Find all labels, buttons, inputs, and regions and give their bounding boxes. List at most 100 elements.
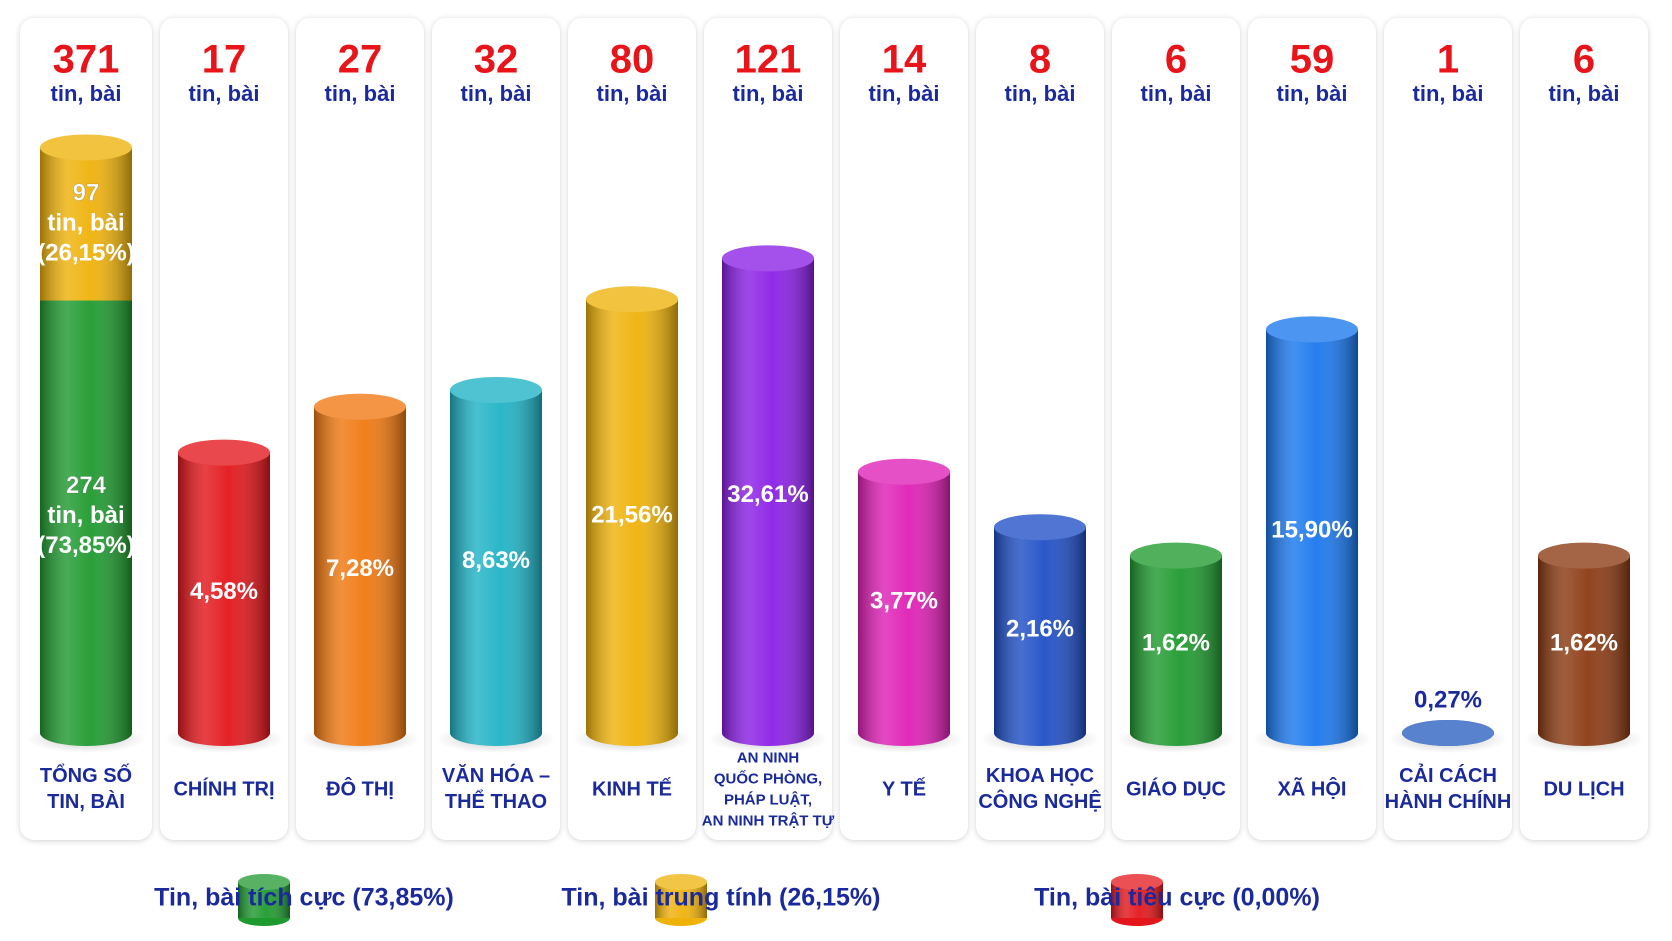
swatch-part	[1111, 874, 1163, 890]
cylinder-part	[858, 458, 950, 485]
cylinder-part	[1266, 329, 1358, 733]
legend-swatch	[1111, 874, 1163, 926]
cylinder-part	[40, 134, 132, 161]
category-label: GIÁO DỤC	[1126, 777, 1226, 800]
share-label: 15,90%	[1271, 517, 1352, 544]
count: 6	[1573, 38, 1595, 82]
category-label: ĐÔ THỊ	[326, 776, 394, 800]
legend-label: Tin, bài trung tính (26,15%)	[561, 884, 880, 912]
swatch-part	[655, 874, 707, 890]
share-label: 32,61%	[727, 481, 808, 508]
cylinder-part	[1538, 542, 1630, 569]
count: 8	[1029, 38, 1051, 82]
swatch-part	[238, 874, 290, 890]
count: 371	[53, 38, 120, 82]
share-label: 21,56%	[591, 501, 672, 528]
cylinder-part	[1402, 720, 1494, 746]
share-label: 3,77%	[870, 588, 938, 615]
cylinder	[586, 286, 678, 746]
count: 17	[202, 38, 247, 82]
swatch-part	[655, 874, 707, 890]
share-label: 7,28%	[326, 555, 394, 582]
unit: tin, bài	[1413, 81, 1484, 106]
cylinder-part	[722, 258, 814, 733]
count: 59	[1290, 38, 1335, 82]
cylinder-part	[40, 134, 132, 161]
share-label: 1,62%	[1550, 630, 1618, 657]
cylinder-part	[1130, 555, 1222, 733]
count: 6	[1165, 38, 1187, 82]
cylinder-part	[1538, 555, 1630, 733]
legend-swatch	[655, 874, 707, 926]
cylinder-part	[450, 376, 542, 403]
share-label: 4,58%	[190, 578, 258, 605]
category-label: DU LỊCH	[1543, 778, 1624, 800]
count: 80	[610, 38, 655, 82]
category-label: Y TẾ	[882, 777, 926, 800]
segment-unit: tin, bài	[47, 209, 124, 236]
category-label: VĂN HÓA – THỂ THAO	[442, 763, 550, 813]
cylinder-part	[314, 393, 406, 420]
category-label: CẢI CÁCH HÀNH CHÍNH	[1385, 764, 1512, 813]
cylinder-part	[1538, 542, 1630, 569]
cylinder-part	[858, 471, 950, 733]
count: 1	[1437, 38, 1459, 82]
cylinder	[1130, 542, 1222, 746]
segment-value: 274	[66, 472, 107, 499]
cylinder	[450, 376, 542, 746]
cylinder-part	[858, 458, 950, 485]
cylinder	[858, 458, 950, 746]
count: 14	[882, 38, 927, 82]
count: 121	[735, 38, 802, 82]
cylinder-part	[178, 452, 270, 733]
cylinder	[314, 393, 406, 746]
cylinder-part	[994, 514, 1086, 541]
legend-label: Tin, bài tiêu cực (0,00%)	[1034, 884, 1320, 912]
share-label: 0,27%	[1414, 686, 1482, 713]
cylinder-part	[722, 245, 814, 272]
swatch-part	[1111, 874, 1163, 890]
category-label: KHOA HỌC CÔNG NGHỆ	[978, 765, 1101, 813]
legend-label: Tin, bài tích cực (73,85%)	[154, 884, 454, 912]
swatch-part	[238, 874, 290, 890]
category-label: KINH TẾ	[592, 777, 672, 800]
cylinder-part	[314, 406, 406, 733]
category-label: AN NINH QUỐC PHÒNG, PHÁP LUẬT, AN NINH TRẬT…	[702, 749, 835, 829]
cylinder	[1402, 720, 1494, 746]
count: 32	[474, 38, 519, 82]
cylinder	[722, 245, 814, 746]
cylinder-part	[994, 514, 1086, 541]
cylinder-part	[586, 286, 678, 313]
cylinder	[1266, 316, 1358, 746]
legend-swatch	[238, 874, 290, 926]
cylinder-part	[314, 393, 406, 420]
category-label: XÃ HỘI	[1278, 776, 1347, 800]
unit: tin, bài	[1141, 81, 1212, 106]
unit: tin, bài	[1005, 81, 1076, 106]
unit: tin, bài	[189, 81, 260, 106]
cylinder-part	[1130, 542, 1222, 569]
cylinder-part	[586, 286, 678, 313]
unit: tin, bài	[1549, 81, 1620, 106]
share-label: 2,16%	[1006, 615, 1074, 642]
unit: tin, bài	[597, 81, 668, 106]
cylinder-part	[722, 245, 814, 272]
cylinder-part	[994, 527, 1086, 733]
segment-value: 97	[73, 179, 100, 206]
cylinder-part	[1266, 316, 1358, 343]
cylinder-part	[1130, 542, 1222, 569]
cylinder-part	[40, 147, 132, 301]
unit: tin, bài	[461, 81, 532, 106]
unit: tin, bài	[51, 81, 122, 106]
cylinder-part	[450, 376, 542, 403]
category-label: CHÍNH TRỊ	[173, 777, 274, 800]
category-label: TỔNG SỐ TIN, BÀI	[40, 763, 132, 813]
cylinder	[40, 300, 132, 746]
count: 27	[338, 38, 383, 82]
unit: tin, bài	[325, 81, 396, 106]
segment-unit: tin, bài	[47, 502, 124, 529]
cylinder	[994, 514, 1086, 746]
segment-share: (73,85%)	[37, 532, 134, 559]
cylinder-part	[178, 439, 270, 466]
